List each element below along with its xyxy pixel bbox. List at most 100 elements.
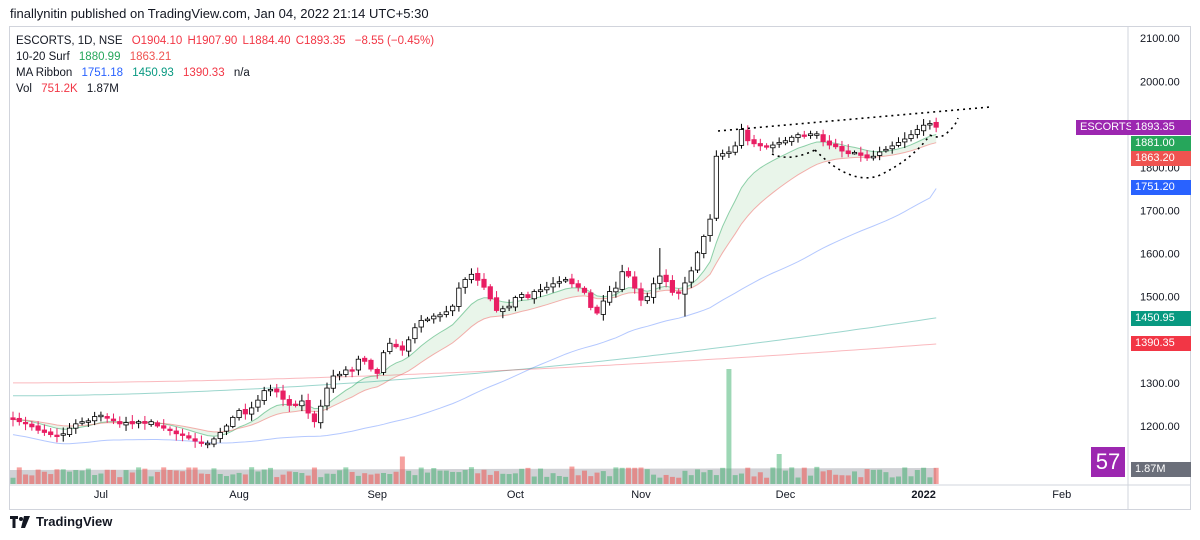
candle-body: [738, 129, 745, 146]
volume-bar: [638, 467, 644, 484]
volume-bar: [255, 471, 261, 484]
y-tick-label: 2000.00: [1140, 76, 1180, 88]
candle-body: [644, 296, 650, 302]
volume-bar: [519, 468, 525, 484]
candle-body: [895, 142, 902, 146]
candle-body: [694, 252, 701, 271]
volume-bar: [870, 469, 876, 484]
candle-body: [355, 358, 362, 371]
candle-body: [594, 306, 600, 314]
candle-body: [745, 129, 751, 142]
volume-bar: [418, 467, 424, 484]
volume-bar: [852, 471, 858, 484]
volume-bar: [192, 467, 198, 484]
volume-bar: [230, 474, 236, 484]
volume-bar: [16, 467, 22, 484]
candle-body: [242, 408, 248, 415]
volume-bar: [933, 467, 939, 484]
x-tick-label: Feb: [1052, 489, 1071, 501]
candle-body: [883, 148, 889, 152]
candle-body: [104, 416, 110, 419]
volume-bar: [73, 470, 79, 484]
volume-bar: [814, 466, 820, 484]
volume-bar: [424, 472, 430, 484]
legend-vol-label[interactable]: Vol: [16, 83, 32, 95]
candle-body: [908, 134, 914, 139]
ema10-line: [12, 134, 937, 437]
legend-surf-label[interactable]: 10-20 Surf: [16, 51, 70, 63]
candle-body: [927, 123, 933, 126]
candle-body: [669, 280, 676, 293]
volume-bar: [695, 469, 701, 484]
resistance-line: [717, 106, 991, 132]
tradingview-logo-icon: [10, 515, 30, 528]
candle-body: [851, 151, 858, 155]
chart-frame[interactable]: [9, 26, 1191, 510]
candle-body: [493, 297, 500, 311]
candle-body: [368, 359, 374, 370]
candle-body: [236, 410, 242, 419]
candle-body: [814, 133, 820, 136]
volume-bar: [669, 476, 675, 484]
volume-bar: [186, 467, 192, 484]
volume-bar: [85, 468, 91, 484]
volume-bar: [387, 474, 393, 484]
volume-bar: [167, 470, 173, 484]
candle-body: [839, 146, 845, 152]
candle-body: [362, 357, 368, 362]
candle-body: [192, 438, 198, 442]
volume-bar: [858, 477, 864, 484]
candle-body: [48, 431, 54, 436]
candle-body: [311, 413, 318, 423]
volume-bar: [757, 472, 763, 484]
volume-bar: [54, 469, 60, 484]
candle-body: [481, 278, 487, 288]
volume-bar: [399, 456, 405, 484]
volume-bar: [927, 477, 933, 484]
volume-bar: [801, 467, 807, 484]
candle-body: [292, 403, 299, 406]
candle-body: [632, 276, 638, 289]
volume-bar: [267, 467, 273, 484]
y-tick-label: 2100.00: [1140, 33, 1180, 45]
y-tick-label: 1700.00: [1140, 206, 1180, 218]
legend-ribbon-label[interactable]: MA Ribbon: [16, 67, 73, 79]
volume-bar: [136, 467, 142, 484]
candle-body: [556, 281, 562, 284]
volume-bar: [123, 470, 129, 484]
candle-body: [123, 422, 129, 426]
candle-body: [726, 151, 732, 154]
volume-bar: [280, 474, 286, 484]
legend-symbol[interactable]: ESCORTS, 1D, NSE: [16, 35, 123, 47]
candle-body: [54, 434, 60, 438]
volume-bar: [362, 473, 368, 484]
badge-57: 57: [1091, 447, 1125, 477]
candle-body: [870, 155, 876, 159]
tradingview-footer[interactable]: TradingView: [10, 514, 112, 529]
volume-bar: [720, 467, 726, 484]
chart-legend: ESCORTS, 1D, NSE O1904.10 H1907.90 L1884…: [16, 33, 440, 97]
volume-bar: [475, 473, 481, 484]
volume-bar: [10, 477, 16, 484]
volume-bar: [600, 471, 606, 484]
candle-body: [688, 270, 694, 283]
candle-body: [249, 407, 255, 415]
volume-bar: [343, 467, 349, 484]
volume-bar: [613, 467, 619, 484]
candle-body: [85, 420, 91, 423]
candle-body: [431, 315, 437, 320]
candle-body: [682, 282, 688, 295]
volume-bar: [776, 454, 782, 484]
volume-bar: [35, 469, 41, 484]
surf-fill: [13, 134, 937, 437]
candle-body: [638, 288, 644, 301]
volume-bar: [644, 469, 650, 484]
volume-bar: [889, 477, 895, 484]
candle-body: [110, 418, 117, 422]
symbol-price-tag: ESCORTS: [1076, 120, 1137, 135]
x-tick-label: Jul: [94, 489, 108, 501]
candle-body: [676, 291, 682, 294]
candle-body: [318, 405, 324, 424]
volume-bar: [110, 469, 116, 484]
